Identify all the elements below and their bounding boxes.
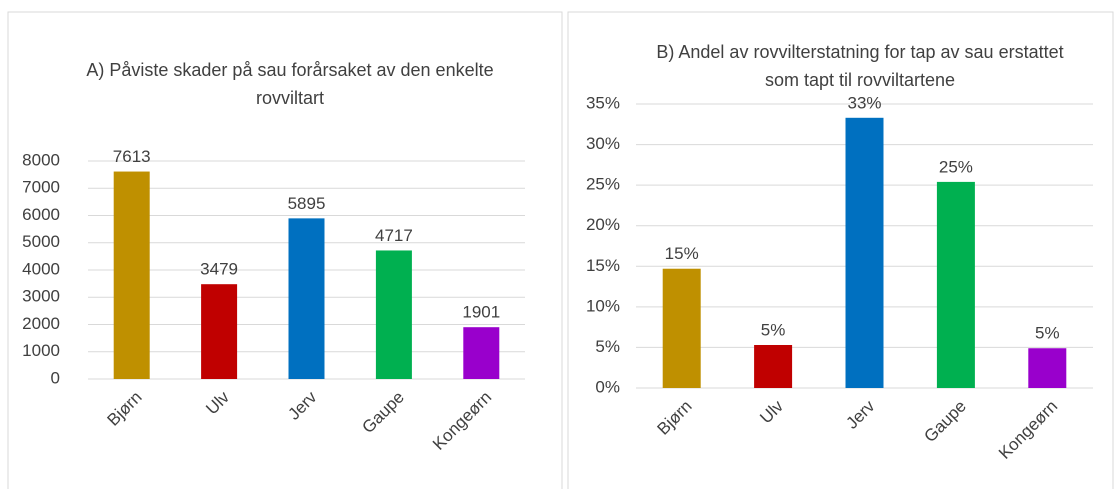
panel-a	[7, 11, 563, 489]
y-tick-label: 5000	[22, 232, 60, 251]
y-tick-label: 3000	[22, 287, 60, 306]
y-tick-label: 7000	[22, 178, 60, 197]
y-tick-label: 25%	[586, 175, 620, 194]
data-label: 1901	[462, 303, 500, 322]
bar	[463, 327, 500, 379]
y-tick-label: 5%	[595, 337, 620, 356]
x-tick-label: Jerv	[842, 396, 878, 432]
y-tick-label: 6000	[22, 205, 60, 224]
data-label: 25%	[939, 157, 973, 176]
bar	[662, 268, 701, 388]
y-tick-label: 4000	[22, 259, 60, 278]
panel-b	[567, 11, 1114, 489]
data-label: 7613	[113, 147, 151, 166]
y-tick-label: 0	[51, 368, 60, 387]
bar	[288, 218, 325, 379]
x-tick-label: Gaupe	[358, 388, 408, 438]
y-tick-label: 30%	[586, 134, 620, 153]
chart-title: A) Påviste skader på sau forårsaket av d…	[86, 60, 494, 108]
y-tick-label: 20%	[586, 215, 620, 234]
x-tick-label: Gaupe	[920, 397, 970, 447]
y-tick-label: 8000	[22, 150, 60, 169]
x-tick-label: Bjørn	[104, 388, 146, 430]
data-label: 15%	[665, 244, 699, 263]
bar	[375, 250, 412, 379]
y-tick-label: 1000	[22, 341, 60, 360]
chart-title: B) Andel av rovvilterstatning for tap av…	[656, 42, 1064, 90]
y-tick-label: 35%	[586, 93, 620, 112]
y-tick-label: 15%	[586, 256, 620, 275]
x-tick-label: Kongeørn	[429, 388, 495, 454]
data-label: 5%	[761, 320, 786, 339]
data-label: 5%	[1035, 324, 1060, 343]
bar	[113, 171, 150, 379]
x-tick-label: Bjørn	[654, 397, 696, 439]
x-tick-label: Kongeørn	[995, 397, 1061, 463]
bar	[754, 344, 793, 388]
data-label: 3479	[200, 260, 238, 279]
y-tick-label: 0%	[595, 377, 620, 396]
bar	[1028, 348, 1067, 388]
y-tick-label: 10%	[586, 296, 620, 315]
bar	[936, 181, 975, 388]
bar	[845, 117, 884, 389]
bar	[201, 284, 238, 379]
data-label: 33%	[847, 93, 881, 112]
data-label: 4717	[375, 226, 413, 245]
data-label: 5895	[288, 194, 326, 213]
x-tick-label: Ulv	[202, 387, 233, 418]
x-tick-label: Ulv	[756, 396, 787, 427]
x-tick-label: Jerv	[284, 387, 320, 423]
y-tick-label: 2000	[22, 314, 60, 333]
